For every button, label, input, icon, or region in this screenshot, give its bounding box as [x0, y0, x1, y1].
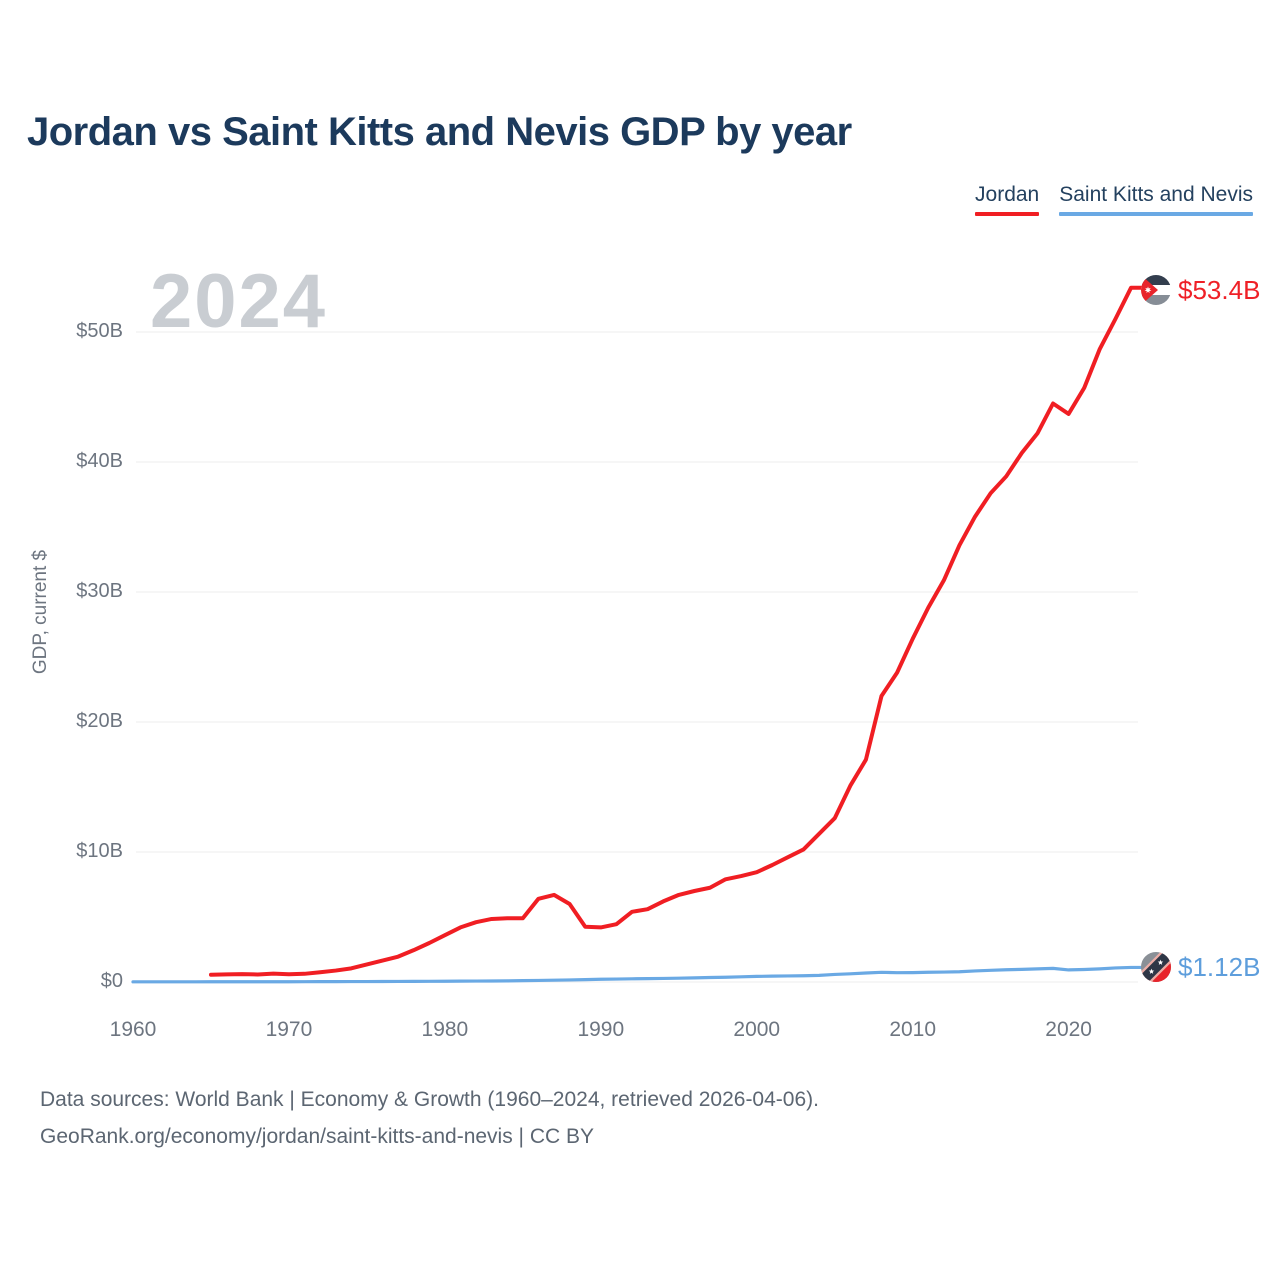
series-line-saint-kitts-and-nevis[interactable]: [131, 965, 1147, 984]
saint-kitts-and-nevis-end-value-label: $1.12B: [1178, 952, 1261, 982]
x-tick-label: 2010: [889, 1018, 937, 1041]
x-tick-label: 1970: [265, 1018, 313, 1041]
legend-label-jordan: Jordan: [975, 183, 1040, 206]
y-tick-label: $30B: [76, 580, 123, 602]
legend-underline-jordan: [975, 212, 1040, 216]
footer-data-sources: Data sources: World Bank | Economy & Gro…: [40, 1088, 819, 1111]
line-chart-plot: [131, 285, 1147, 984]
saint-kitts-and-nevis-flag-icon: [1141, 952, 1171, 982]
y-tick-label: $10B: [76, 840, 123, 862]
x-tick-label: 2000: [733, 1018, 781, 1041]
y-tick-label: $40B: [76, 450, 123, 472]
page-title: Jordan vs Saint Kitts and Nevis GDP by y…: [27, 110, 852, 154]
watermark-year: 2024: [150, 259, 328, 344]
y-tick-label: $20B: [76, 710, 123, 732]
chart-legend: Jordan Saint Kitts and Nevis: [975, 183, 1253, 216]
y-tick-label: $50B: [76, 320, 123, 342]
jordan-flag-icon: [1141, 275, 1171, 305]
x-tick-label: 1990: [577, 1018, 625, 1041]
x-tick-label: 2020: [1045, 1018, 1092, 1041]
y-tick-label: $0: [100, 970, 123, 992]
series-line-jordan[interactable]: [208, 285, 1147, 977]
jordan-end-value-label: $53.4B: [1178, 275, 1261, 305]
x-tick-label: 1980: [421, 1018, 469, 1041]
legend-item-saint-kitts-and-nevis[interactable]: Saint Kitts and Nevis: [1059, 183, 1253, 216]
legend-underline-saint-kitts-and-nevis: [1059, 212, 1253, 216]
footer-source-url: GeoRank.org/economy/jordan/saint-kitts-a…: [40, 1124, 595, 1148]
legend-label-saint-kitts-and-nevis: Saint Kitts and Nevis: [1059, 183, 1253, 206]
x-tick-label: 1960: [109, 1018, 157, 1041]
legend-item-jordan[interactable]: Jordan: [975, 183, 1040, 216]
footer-attribution: Data sources: World Bank | Economy & Gro…: [40, 1082, 819, 1156]
